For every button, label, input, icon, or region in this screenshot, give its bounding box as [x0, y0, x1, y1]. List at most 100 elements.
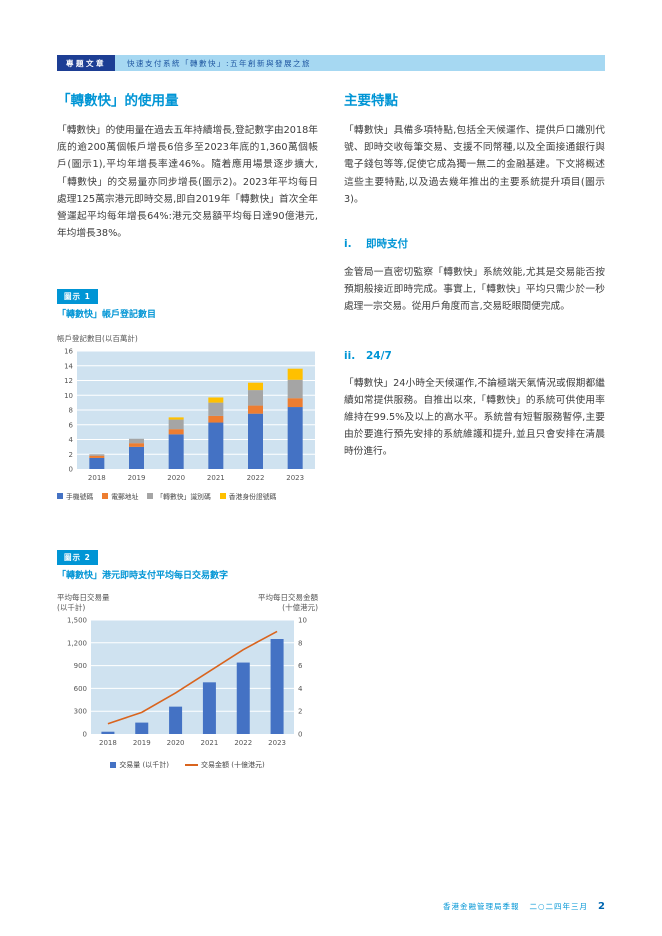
svg-text:0: 0 [69, 466, 73, 474]
svg-text:14: 14 [64, 363, 73, 371]
bar-segment [248, 383, 263, 391]
legend-item: 「轉數快」識別碼 [147, 491, 211, 502]
content-columns: 「轉數快」的使用量 「轉數快」的使用量在過去五年持續增長,登記數字由2018年底… [57, 93, 605, 770]
svg-text:900: 900 [74, 663, 87, 671]
svg-text:2020: 2020 [167, 474, 185, 482]
legend-swatch [102, 493, 109, 500]
bar-segment [208, 403, 224, 417]
footer-page-number: 2 [598, 901, 605, 912]
legend-swatch [147, 493, 154, 500]
registrations-chart-svg: 0 2 4 6 8 10 12 14 16 2018 2019 2020 2021 2022 2023 [64, 348, 315, 482]
bar-segment [287, 369, 303, 381]
right-axis-label: 平均每日交易金額 (十億港元) [258, 593, 318, 612]
figure-1-title: 「轉數快」帳戶登記數目 [57, 310, 157, 321]
svg-text:0: 0 [298, 731, 302, 739]
bar-segment [248, 390, 263, 406]
bar-segment [208, 397, 224, 404]
bar-segment [89, 454, 105, 457]
subsection-label: 即時支付 [366, 238, 408, 251]
svg-text:300: 300 [74, 708, 87, 716]
right-column: 主要特點 「轉數快」具備多項特點,包括全天候運作、提供戶口識別代號、即時交收每筆… [344, 93, 605, 770]
figure-2: 圖示 2 「轉數快」港元即時支付平均每日交易數字 平均每日交易量 (以千計) 平… [57, 545, 318, 770]
legend-swatch [57, 493, 63, 500]
volume-bar [169, 707, 183, 735]
svg-text:10: 10 [64, 392, 73, 400]
svg-text:0: 0 [83, 731, 87, 739]
legend-label: 「轉數快」識別碼 [156, 493, 211, 502]
svg-text:10: 10 [298, 617, 307, 625]
transactions-chart-svg: 0 300 600 900 1,200 1,500 0 2 4 6 8 10 2018 2019 2020 2… [67, 617, 307, 748]
bar-segment [168, 429, 184, 435]
subsection-label: 24/7 [366, 349, 392, 362]
section-title-usage: 「轉數快」的使用量 [57, 93, 179, 109]
svg-text:2020: 2020 [167, 739, 185, 747]
volume-bar [236, 662, 250, 735]
registrations-stacked-bar-chart: 0 2 4 6 8 10 12 14 16 2018 2019 2020 2021 2022 2023 [57, 346, 318, 489]
svg-text:6: 6 [69, 422, 74, 430]
247-body-text: 「轉數快」24小時全天候運作,不論極端天氣情況或假期都繼續如常提供服務。自推出以… [344, 377, 605, 458]
legend-swatch [110, 762, 117, 769]
bar-segment [129, 439, 144, 444]
legend-item: 交易金額 (十億港元) [185, 760, 265, 770]
svg-text:8: 8 [298, 640, 302, 648]
legend-swatch [219, 493, 226, 500]
bar-segment [287, 398, 303, 408]
svg-text:2021: 2021 [207, 474, 225, 482]
bar-segment [168, 434, 184, 470]
svg-text:2023: 2023 [286, 474, 304, 482]
svg-text:2018: 2018 [99, 739, 117, 747]
bar-segment [129, 447, 144, 470]
subsection-heading-247: ii. 24/7 [344, 350, 605, 362]
svg-text:16: 16 [64, 348, 73, 356]
realtime-body-text: 金管局一直密切監察「轉數快」系統效能,尤其是交易能否按預期般接近即時完成。事實上… [344, 267, 605, 313]
left-column: 「轉數快」的使用量 「轉數快」的使用量在過去五年持續增長,登記數字由2018年底… [57, 93, 318, 770]
volume-bar [270, 639, 284, 735]
figure-1-legend: 手機號碼 電郵地址 「轉數快」識別碼 香港身份證號碼 [57, 491, 318, 501]
bar-segment [287, 407, 303, 470]
svg-text:4: 4 [298, 685, 303, 693]
bar-segment [248, 405, 263, 415]
figure-2-tag: 圖示 2 [57, 550, 98, 566]
svg-text:8: 8 [69, 407, 73, 415]
svg-text:12: 12 [64, 377, 73, 385]
volume-bar [101, 732, 115, 735]
bar-segment [168, 420, 184, 430]
figure-2-legend: 交易量 (以千計) 交易金額 (十億港元) [57, 760, 318, 770]
bar-segment [89, 456, 105, 459]
figure-1: 圖示 1 「轉數快」帳戶登記數目 帳戶登記數目(以百萬計) 0 2 4 6 8 10 12 1… [57, 284, 318, 501]
legend-label: 手機號碼 [66, 493, 94, 502]
figure-1-y-axis-label: 帳戶登記數目(以百萬計) [57, 334, 138, 344]
header-article-title: 快速支付系統「轉數快」:五年創新與發展之旅 [115, 55, 605, 71]
svg-text:2021: 2021 [201, 739, 219, 747]
subsection-number: i. [344, 238, 352, 251]
legend-item: 手機號碼 [57, 491, 93, 501]
svg-text:600: 600 [74, 685, 87, 693]
section-title-features: 主要特點 [344, 93, 398, 109]
legend-item: 交易量 (以千計) [110, 760, 169, 770]
svg-text:2023: 2023 [268, 739, 286, 747]
svg-text:2019: 2019 [128, 474, 146, 482]
features-body-text: 「轉數快」具備多項特點,包括全天候運作、提供戶口識別代號、即時交收每筆交易、支援… [344, 125, 605, 205]
usage-body-text: 「轉數快」的使用量在過去五年持續增長,登記數字由2018年底的逾200萬個帳戶增… [57, 125, 318, 240]
legend-label: 交易金額 (十億港元) [201, 761, 265, 770]
svg-text:2: 2 [69, 451, 73, 459]
bar-segment [208, 422, 224, 470]
bar-segment [129, 443, 144, 448]
bar-segment [208, 416, 224, 423]
volume-bar [202, 682, 216, 735]
header-category-tag: 專題文章 [57, 55, 115, 71]
svg-text:2022: 2022 [234, 739, 252, 747]
svg-text:1,500: 1,500 [67, 617, 87, 625]
legend-label: 電郵地址 [111, 493, 139, 502]
subsection-number: ii. [344, 349, 356, 362]
transactions-bar-line-chart: 0 300 600 900 1,200 1,500 0 2 4 6 8 10 2018 2019 2020 2… [57, 614, 318, 754]
svg-text:2022: 2022 [247, 474, 265, 482]
legend-label: 香港身份證號碼 [228, 493, 277, 502]
svg-text:1,200: 1,200 [67, 640, 87, 648]
legend-swatch [185, 764, 198, 767]
figure-1-tag: 圖示 1 [57, 289, 98, 305]
legend-item: 香港身份證號碼 [219, 491, 277, 502]
subsection-heading-realtime: i. 即時支付 [344, 236, 605, 251]
svg-text:6: 6 [298, 663, 303, 671]
